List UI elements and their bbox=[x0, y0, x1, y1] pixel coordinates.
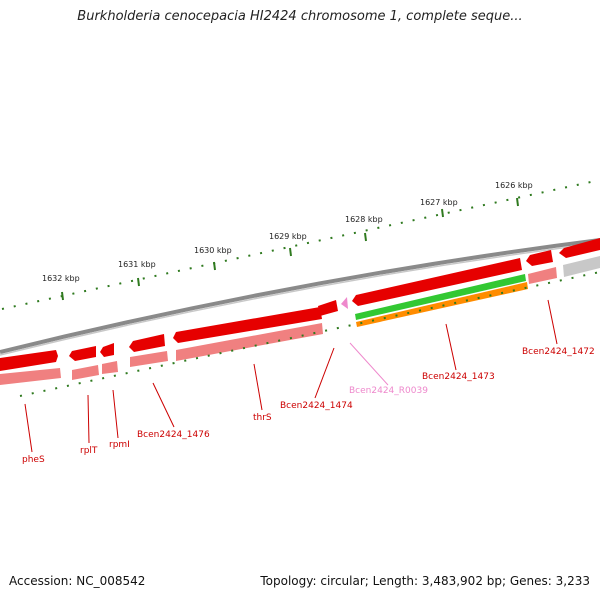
gene-label[interactable]: Bcen2424_1474 bbox=[280, 401, 353, 411]
cds-pheS[interactable] bbox=[0, 350, 58, 371]
backbone-ring-shadow bbox=[0, 242, 600, 356]
gene-label[interactable]: Bcen2424_1476 bbox=[137, 430, 210, 440]
label-leaders bbox=[24, 299, 558, 453]
scale-labels: 1632 kbp 1631 kbp 1630 kbp 1629 kbp 1628… bbox=[42, 181, 533, 283]
rrna-gene-bcen2424-1473[interactable] bbox=[355, 274, 526, 320]
gene-rplT[interactable] bbox=[72, 365, 99, 380]
cds-next[interactable] bbox=[559, 238, 600, 258]
trna-bcen2424-r0039[interactable] bbox=[341, 297, 348, 309]
gene-label[interactable]: Bcen2424_1473 bbox=[422, 372, 495, 382]
scale-major-ticks bbox=[61, 197, 519, 301]
gene-pheS[interactable] bbox=[0, 368, 61, 385]
cds-rplT[interactable] bbox=[69, 346, 96, 361]
cds-track[interactable] bbox=[0, 238, 600, 371]
cds-bcen2424-1473[interactable] bbox=[352, 258, 522, 306]
gene-label[interactable]: thrS bbox=[253, 413, 272, 423]
gene-next[interactable] bbox=[563, 256, 600, 277]
gene-bcen2424-1472[interactable] bbox=[528, 267, 557, 284]
rrna-bcen2424-1473[interactable] bbox=[356, 282, 528, 327]
gene-label[interactable]: Bcen2424_R0039 bbox=[349, 386, 428, 396]
scale-label: 1626 kbp bbox=[495, 181, 533, 190]
gene-rpmI[interactable] bbox=[102, 361, 118, 374]
backbone-ring bbox=[0, 238, 600, 354]
gene-label[interactable]: pheS bbox=[22, 455, 45, 465]
gene-label[interactable]: rpmI bbox=[109, 440, 130, 450]
topology-label: Topology: circular; Length: 3,483,902 bp… bbox=[260, 574, 590, 588]
cds-bcen2424-1476[interactable] bbox=[129, 334, 165, 352]
scale-label: 1627 kbp bbox=[420, 198, 458, 207]
accession-label: Accession: NC_008542 bbox=[9, 574, 146, 588]
cds-rpmI[interactable] bbox=[100, 343, 114, 357]
scale-label: 1629 kbp bbox=[269, 232, 307, 241]
cds-thrS[interactable] bbox=[173, 307, 322, 343]
scale-label: 1632 kbp bbox=[42, 274, 80, 283]
cds-bcen2424-1472[interactable] bbox=[526, 250, 553, 266]
scale-label: 1630 kbp bbox=[194, 246, 232, 255]
gene-labels: pheS rplT rpmI Bcen2424_1476 thrS Bcen24… bbox=[22, 347, 595, 465]
gene-thrS[interactable] bbox=[176, 323, 323, 361]
scale-label: 1628 kbp bbox=[345, 215, 383, 224]
cds-bcen2424-1474[interactable] bbox=[318, 300, 338, 316]
gene-bcen2424-1476[interactable] bbox=[130, 351, 168, 367]
scale-label: 1631 kbp bbox=[118, 260, 156, 269]
gene-label[interactable]: rplT bbox=[80, 446, 98, 456]
map-title: Burkholderia cenocepacia HI2424 chromoso… bbox=[77, 9, 523, 24]
gene-track[interactable] bbox=[0, 256, 600, 385]
gene-label[interactable]: Bcen2424_1472 bbox=[522, 347, 595, 357]
